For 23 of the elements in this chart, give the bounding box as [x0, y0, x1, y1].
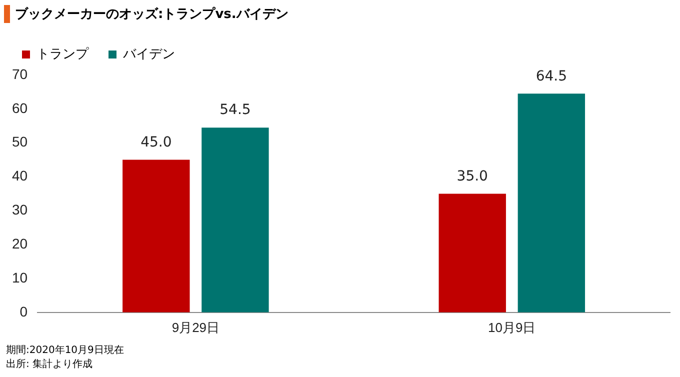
bar	[202, 128, 269, 312]
y-tick-label: 40	[12, 168, 28, 184]
y-tick-label: 10	[12, 269, 28, 286]
data-label: 54.5	[220, 102, 251, 118]
y-tick-label: 60	[12, 100, 28, 116]
data-label: 45.0	[140, 134, 172, 150]
text: 期間:2020年10月9日現在	[6, 344, 124, 358]
bar	[122, 160, 190, 312]
text: 出所: 集計より作成	[6, 358, 94, 372]
legend-label: トランプ	[36, 46, 90, 62]
y-tick-label: 50	[12, 134, 28, 150]
y-tick-label: 20	[12, 235, 28, 252]
data-label: 35.0	[456, 168, 488, 184]
y-tick-label: 30	[12, 202, 28, 218]
legend-label: バイデン	[122, 46, 175, 62]
bar	[438, 194, 506, 312]
x-tick-label: 9月29日	[172, 320, 220, 335]
y-tick-label: 0	[20, 303, 28, 320]
bar	[518, 94, 586, 312]
x-tick-label: 10月9日	[488, 320, 536, 335]
y-tick-label: 70	[12, 66, 28, 82]
chart-title: ブックメーカーのオッズ:トランプvs.バイデン	[15, 6, 288, 23]
data-label: 64.5	[536, 68, 568, 84]
